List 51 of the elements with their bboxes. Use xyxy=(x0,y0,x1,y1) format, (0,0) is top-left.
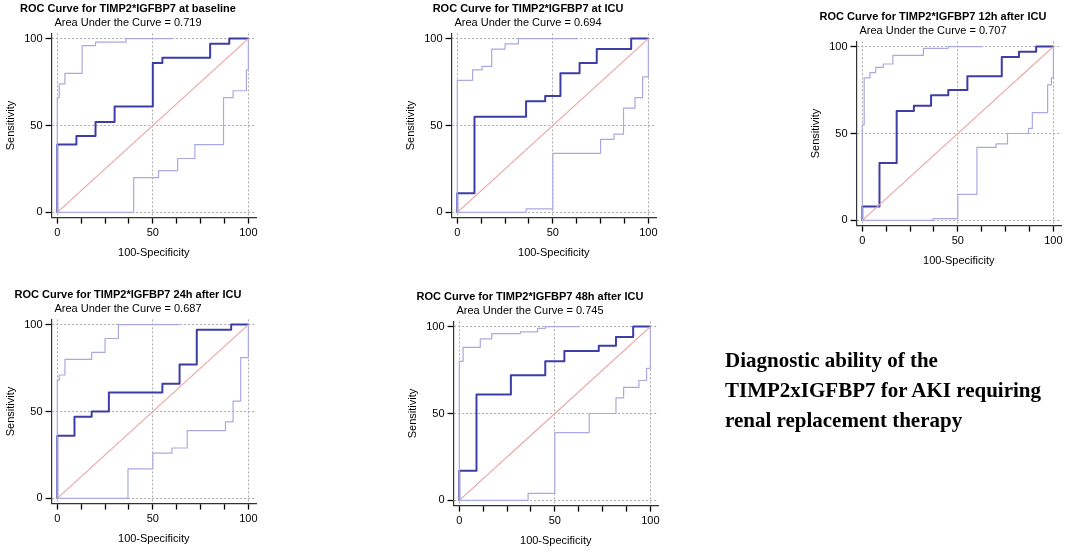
y-tick-label: 50 xyxy=(30,404,43,417)
x-tick-label: 0 xyxy=(859,234,866,247)
y-tick-label: 100 xyxy=(829,39,848,52)
y-axis-title: Sensitivity xyxy=(403,100,416,151)
text: Diagnostic ability of the TIMP2xIGFBP7 for AKI requiring renal replacement therapy xyxy=(725,347,1042,434)
chart-subtitle: Area Under the Curve = 0.745 xyxy=(456,303,604,316)
y-axis-title: Sensitivity xyxy=(808,108,821,159)
y-tick-label: 100 xyxy=(426,319,445,332)
y-tick-label: 0 xyxy=(841,213,848,226)
x-axis-title: 100-Specificity xyxy=(923,254,996,267)
y-tick-label: 50 xyxy=(430,118,443,131)
x-axis-title: 100-Specificity xyxy=(518,246,591,259)
y-tick-label: 0 xyxy=(36,205,43,218)
x-tick-label: 100 xyxy=(239,512,258,525)
chart-title: ROC Curve for TIMP2*IGFBP7 at baseline xyxy=(20,1,236,14)
chart-subtitle: Area Under the Curve = 0.694 xyxy=(454,15,602,28)
chart-title: ROC Curve for TIMP2*IGFBP7 at ICU xyxy=(432,1,624,14)
chart-title: ROC Curve for TIMP2*IGFBP7 48h after ICU xyxy=(416,289,644,302)
x-tick-label: 50 xyxy=(546,226,559,239)
x-tick-label: 50 xyxy=(146,226,159,239)
y-axis-title: Sensitivity xyxy=(3,100,16,151)
x-tick-label: 0 xyxy=(54,512,61,525)
x-axis-title: 100-Specificity xyxy=(520,534,593,547)
x-axis-title: 100-Specificity xyxy=(118,532,191,545)
y-tick-label: 100 xyxy=(424,31,443,44)
x-tick-label: 50 xyxy=(146,512,159,525)
x-tick-label: 50 xyxy=(548,514,561,527)
chart-subtitle: Area Under the Curve = 0.687 xyxy=(54,301,202,314)
y-tick-label: 0 xyxy=(436,205,443,218)
x-tick-label: 100 xyxy=(641,514,660,527)
y-tick-label: 100 xyxy=(24,31,43,44)
y-tick-label: 50 xyxy=(30,118,43,131)
x-tick-label: 0 xyxy=(456,514,463,527)
y-axis-title: Sensitivity xyxy=(405,388,418,439)
x-tick-label: 50 xyxy=(951,234,964,247)
y-tick-label: 0 xyxy=(36,491,43,504)
x-tick-label: 0 xyxy=(454,226,461,239)
chart-title: ROC Curve for TIMP2*IGFBP7 12h after ICU xyxy=(819,9,1047,22)
chart-title: ROC Curve for TIMP2*IGFBP7 24h after ICU xyxy=(14,287,242,300)
x-tick-label: 100 xyxy=(1044,234,1063,247)
y-axis-title: Sensitivity xyxy=(3,386,16,437)
y-tick-label: 100 xyxy=(24,317,43,330)
x-tick-label: 100 xyxy=(639,226,658,239)
y-tick-label: 0 xyxy=(438,493,445,506)
chart-subtitle: Area Under the Curve = 0.707 xyxy=(859,23,1007,36)
x-tick-label: 0 xyxy=(54,226,61,239)
x-axis-title: 100-Specificity xyxy=(118,246,191,259)
y-tick-label: 50 xyxy=(835,126,848,139)
y-tick-label: 50 xyxy=(432,406,445,419)
chart-subtitle: Area Under the Curve = 0.719 xyxy=(54,15,202,28)
x-tick-label: 100 xyxy=(239,226,258,239)
